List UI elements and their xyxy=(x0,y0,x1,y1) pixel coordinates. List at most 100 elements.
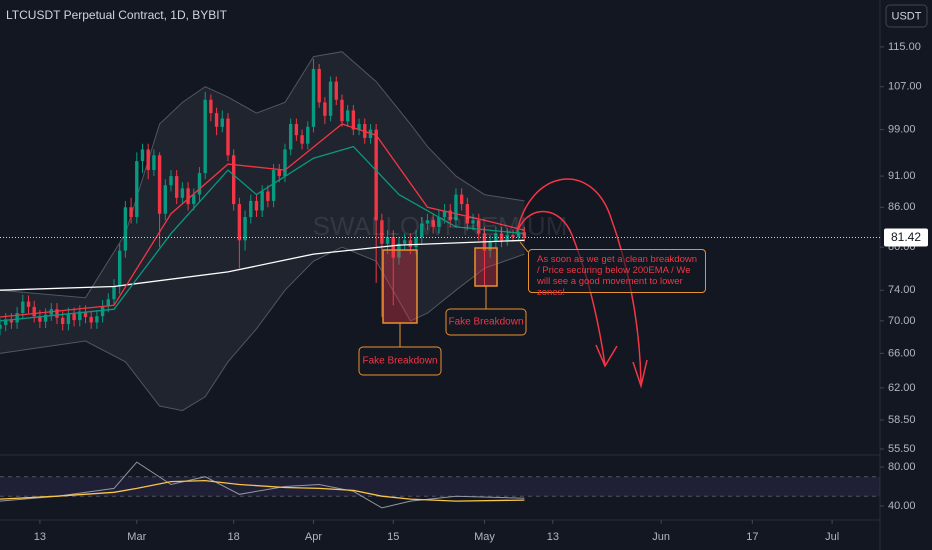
candle-body xyxy=(374,129,378,221)
y-tick-label: 99.00 xyxy=(888,123,916,135)
candle-body xyxy=(249,200,253,217)
candle-body xyxy=(83,311,88,317)
candle-body xyxy=(402,240,407,244)
price-label-box xyxy=(884,228,928,247)
candle-body xyxy=(106,299,110,307)
candle-body xyxy=(522,232,527,238)
candle-body xyxy=(60,317,65,325)
moving-average xyxy=(0,145,525,322)
candle-body xyxy=(425,220,430,224)
x-tick-label: Mar xyxy=(127,531,146,543)
candle-body xyxy=(163,185,167,214)
x-tick-label: 17 xyxy=(746,531,758,543)
x-tick-label: 13 xyxy=(547,531,559,543)
candle-body xyxy=(477,220,481,234)
y-tick-label: 55.50 xyxy=(888,443,916,455)
band-fill xyxy=(0,51,525,411)
candle-body xyxy=(317,68,321,103)
candle-body xyxy=(55,309,59,318)
y-tick-label: 58.50 xyxy=(888,414,916,426)
candle-body xyxy=(323,102,327,116)
rsi-band xyxy=(0,476,880,497)
candle-body xyxy=(3,319,8,325)
candle-body xyxy=(385,236,390,244)
candle-body xyxy=(340,99,344,122)
candle-body xyxy=(66,313,71,325)
x-tick-label: 13 xyxy=(34,531,46,543)
x-tick-label: 15 xyxy=(387,531,399,543)
connector xyxy=(519,241,529,253)
x-tick-label: May xyxy=(474,531,495,543)
price-label: 81.42 xyxy=(891,230,921,244)
candle-body xyxy=(266,191,270,201)
candle-body xyxy=(0,324,2,329)
candle-body xyxy=(288,124,293,150)
candle-body xyxy=(420,223,424,237)
candle-body xyxy=(300,135,304,144)
candle-body xyxy=(283,149,287,177)
candle-body xyxy=(334,81,338,100)
candle-body xyxy=(214,113,219,127)
candle-body xyxy=(328,81,333,116)
label-box xyxy=(445,308,527,336)
candle-body xyxy=(140,149,145,162)
annotation: Fake Breakdown xyxy=(448,317,523,328)
chart-title: LTCUSDT Perpetual Contract, 1D, BYBIT xyxy=(6,8,228,22)
candle-body xyxy=(431,220,435,227)
candle-body xyxy=(511,234,515,237)
currency-label[interactable]: USDT xyxy=(892,10,922,22)
candle-body xyxy=(26,301,31,307)
candle-body xyxy=(345,110,350,122)
candle-body xyxy=(157,155,162,214)
candle-body xyxy=(294,124,299,136)
candle-body xyxy=(220,118,224,127)
rsi-line xyxy=(0,461,525,509)
band-line xyxy=(0,246,525,412)
candle-body xyxy=(100,306,105,317)
candle-body xyxy=(192,194,196,205)
candle-body xyxy=(277,170,281,177)
candle-body xyxy=(21,301,25,314)
candle-body xyxy=(306,126,310,144)
annotation: Fake Breakdown xyxy=(362,356,437,367)
candle-body xyxy=(442,210,447,217)
candle-body xyxy=(117,250,122,287)
candle-body xyxy=(9,319,14,323)
currency-button[interactable] xyxy=(885,4,928,28)
candle-body xyxy=(174,176,179,198)
candle-body xyxy=(488,241,492,251)
candle-body xyxy=(169,176,173,186)
arrow xyxy=(516,178,642,386)
y-tick-label: 70.00 xyxy=(888,315,916,327)
arrow-head xyxy=(595,344,618,368)
candle-body xyxy=(123,207,128,251)
breakdown-box xyxy=(382,249,418,324)
y-tick-label: 115.00 xyxy=(888,41,921,53)
candle-body xyxy=(209,99,213,114)
x-tick-label: Apr xyxy=(305,531,322,543)
label-box xyxy=(358,346,442,376)
candle-body xyxy=(203,99,207,174)
arrow xyxy=(518,210,606,366)
candle-body xyxy=(95,316,99,323)
x-tick-label: Jul xyxy=(825,531,839,543)
candle-body xyxy=(135,161,139,217)
candle-body xyxy=(43,314,48,322)
breakdown-box xyxy=(474,247,498,287)
candle-body xyxy=(454,194,458,221)
candle-body xyxy=(357,124,361,130)
y-tick-label: 86.00 xyxy=(888,201,916,213)
watermark: SWALLOWPREMIUM xyxy=(313,211,568,241)
candle-body xyxy=(243,216,247,241)
rsi-tick-label: 40.00 xyxy=(888,500,916,512)
candle-body xyxy=(226,118,230,156)
x-tick-label: 18 xyxy=(228,531,240,543)
candle-body xyxy=(516,232,521,237)
candle-body xyxy=(152,155,156,171)
y-tick-label: 66.00 xyxy=(888,347,916,359)
moving-average xyxy=(0,239,525,291)
candle-body xyxy=(237,204,242,241)
candle-body xyxy=(465,204,470,224)
